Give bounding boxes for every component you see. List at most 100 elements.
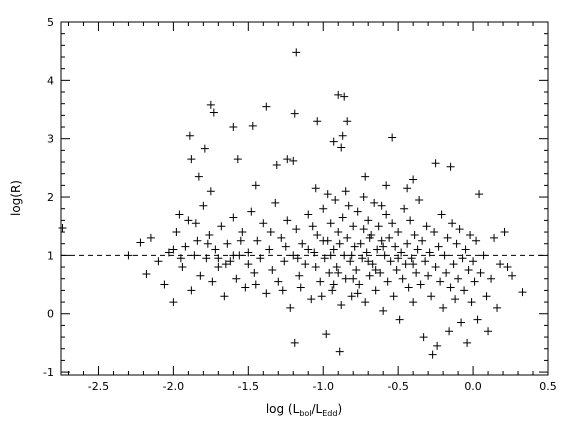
data-point: [427, 292, 436, 301]
data-point: [262, 102, 271, 111]
data-point: [281, 242, 290, 251]
data-point: [226, 257, 235, 266]
data-point: [244, 248, 253, 257]
data-point: [191, 219, 200, 228]
plot-frame: [60, 21, 549, 376]
data-point: [332, 263, 341, 272]
data-point: [217, 222, 226, 231]
data-point: [292, 48, 301, 57]
data-point: [352, 265, 361, 274]
data-point: [376, 268, 385, 277]
data-point: [368, 260, 377, 269]
data-point: [382, 181, 391, 190]
data-point: [463, 338, 472, 347]
data-point: [223, 239, 232, 248]
data-point: [409, 298, 418, 307]
data-point: [374, 222, 383, 231]
y-tick-label: 1: [47, 249, 54, 262]
data-point: [442, 268, 451, 277]
data-point: [371, 265, 380, 274]
data-point: [451, 295, 460, 304]
data-point: [154, 257, 163, 266]
data-point: [416, 280, 425, 289]
data-point: [389, 292, 398, 301]
data-point: [220, 292, 229, 301]
data-point: [349, 222, 358, 231]
data-point: [311, 263, 320, 272]
data-point: [142, 270, 151, 279]
data-point: [440, 251, 449, 260]
data-points: [58, 48, 527, 359]
data-point: [385, 233, 394, 242]
data-point: [425, 248, 434, 257]
data-point: [475, 190, 484, 199]
data-point: [136, 238, 145, 247]
data-point: [350, 242, 359, 251]
data-point: [422, 222, 431, 231]
data-point: [313, 117, 322, 126]
data-point: [397, 248, 406, 257]
data-point: [160, 280, 169, 289]
axis-tick-labels: -2.5 -2.0 -1.5 -1.0 -0.5 0.0 0.5 -1 0 1 2 3 4 5: [43, 16, 557, 393]
data-point: [280, 257, 289, 266]
data-point: [431, 159, 440, 168]
data-point: [334, 90, 343, 99]
data-point: [472, 236, 481, 245]
data-point: [392, 265, 401, 274]
data-point: [293, 254, 302, 263]
data-point: [487, 274, 496, 283]
data-point: [446, 283, 455, 292]
data-point: [320, 254, 329, 263]
data-point: [379, 306, 388, 315]
data-point: [221, 260, 230, 269]
data-point: [199, 201, 208, 210]
data-point: [178, 263, 187, 272]
data-point: [448, 219, 457, 228]
y-tick-label: 3: [47, 133, 54, 146]
data-point: [419, 333, 428, 342]
data-point: [446, 162, 455, 171]
data-point: [503, 263, 512, 272]
data-point: [272, 160, 281, 169]
data-point: [229, 251, 238, 260]
data-point: [323, 190, 332, 199]
data-point: [322, 330, 331, 339]
data-point: [341, 187, 350, 196]
data-point: [202, 254, 211, 263]
data-point: [364, 216, 373, 225]
data-point: [251, 181, 260, 190]
data-point: [434, 242, 443, 251]
data-point: [428, 350, 437, 359]
data-point: [424, 271, 433, 280]
x-tick-label: -1.5: [238, 380, 259, 393]
data-point: [319, 204, 328, 213]
data-point: [265, 245, 274, 254]
data-point: [233, 155, 242, 164]
data-point: [394, 254, 403, 263]
data-point: [470, 277, 479, 286]
data-point: [206, 100, 215, 109]
data-point: [311, 184, 320, 193]
data-point: [334, 228, 343, 237]
data-point: [394, 228, 403, 237]
data-point: [301, 260, 310, 269]
data-point: [247, 207, 256, 216]
data-point: [172, 228, 181, 237]
data-point: [337, 143, 346, 152]
data-point: [344, 201, 353, 210]
data-point: [283, 216, 292, 225]
x-tick-label: -1.0: [312, 380, 333, 393]
data-point: [187, 155, 196, 164]
data-point: [358, 254, 367, 263]
data-point: [229, 213, 238, 222]
data-point: [355, 280, 364, 289]
data-point: [337, 300, 346, 309]
data-point: [196, 271, 205, 280]
data-point: [316, 277, 325, 286]
data-point: [277, 233, 286, 242]
data-point: [238, 228, 247, 237]
data-point: [343, 233, 352, 242]
data-point: [290, 109, 299, 118]
data-point: [266, 228, 275, 237]
